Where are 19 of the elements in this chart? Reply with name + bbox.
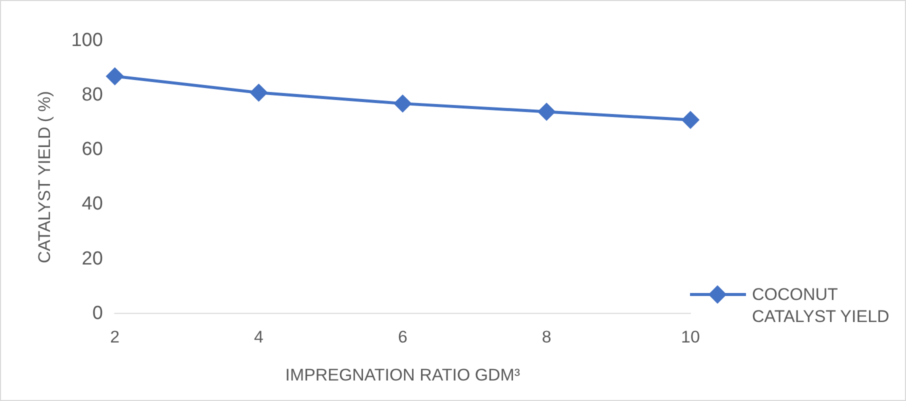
x-tick-label: 8 xyxy=(542,327,552,346)
x-axis-title: IMPREGNATION RATIO GDM³ xyxy=(285,366,520,385)
y-tick-label: 60 xyxy=(82,139,103,160)
point xyxy=(538,103,556,120)
x-tick-label: 4 xyxy=(254,327,264,346)
x-tick-label: 10 xyxy=(681,327,700,346)
point xyxy=(250,84,268,102)
y-tick-label: 40 xyxy=(82,194,103,215)
point xyxy=(394,95,412,112)
x-tick-label: 2 xyxy=(110,327,120,346)
point xyxy=(106,68,124,85)
y-tick-label: 100 xyxy=(71,30,103,51)
legend-label: COCONUT CATALYST YIELD xyxy=(752,284,890,328)
y-tick-label: 20 xyxy=(82,248,103,270)
point xyxy=(682,111,699,128)
y-tick-label: 80 xyxy=(82,84,103,106)
x-tick-label: 6 xyxy=(398,327,408,346)
y-axis-title: CATALYST YIELD ( %) xyxy=(34,91,54,264)
y-tick-label: 0 xyxy=(92,302,103,324)
